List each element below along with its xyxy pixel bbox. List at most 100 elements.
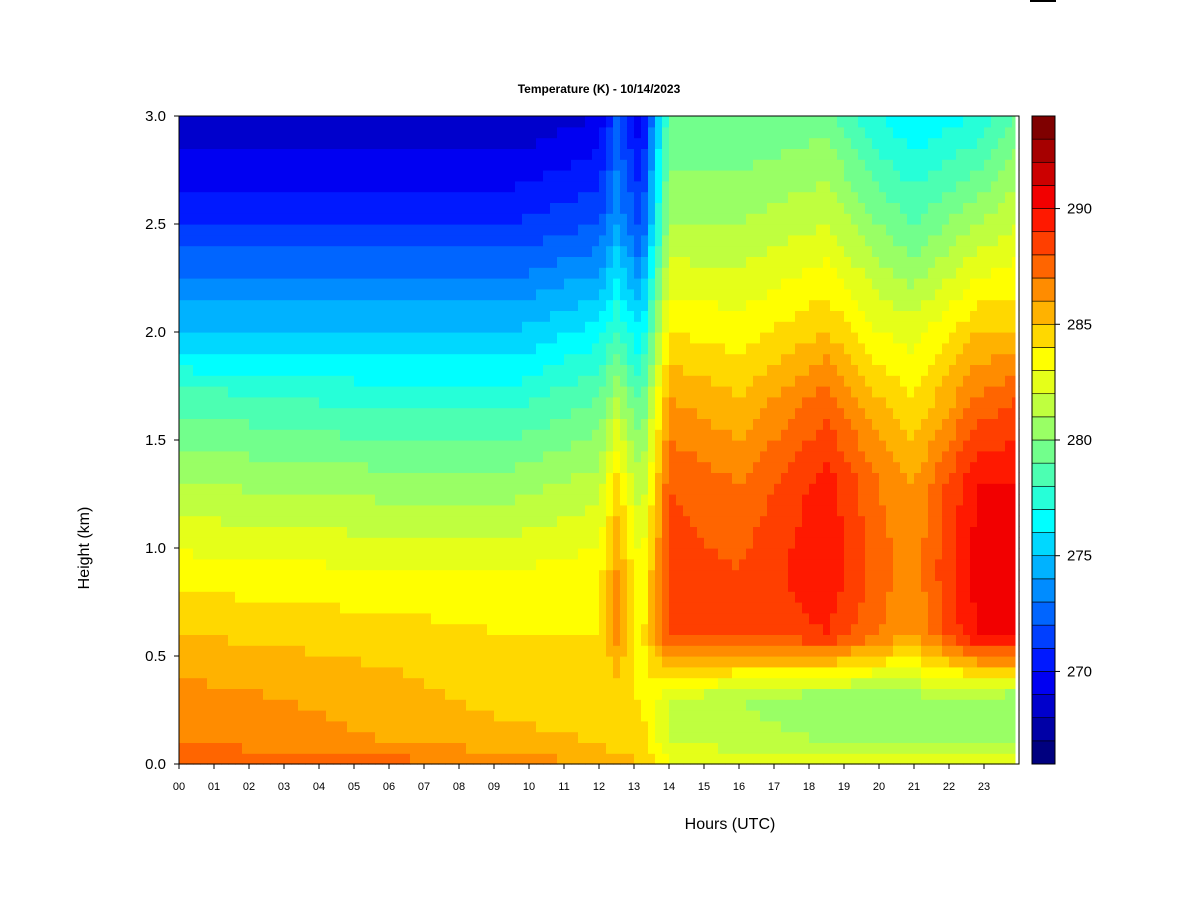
heatmap-cell bbox=[571, 418, 579, 430]
heatmap-cell bbox=[179, 580, 187, 592]
heatmap-cell bbox=[711, 224, 719, 236]
heatmap-cell bbox=[655, 332, 663, 344]
heatmap-cell bbox=[550, 666, 558, 679]
heatmap-cell bbox=[214, 191, 222, 203]
heatmap-cell bbox=[508, 483, 516, 495]
heatmap-cell bbox=[739, 440, 747, 452]
heatmap-cell bbox=[494, 580, 502, 592]
heatmap-cell bbox=[641, 504, 649, 517]
heatmap-cell bbox=[620, 180, 628, 193]
heatmap-cell bbox=[424, 720, 432, 733]
heatmap-cell bbox=[235, 342, 243, 355]
heatmap-cell bbox=[739, 710, 747, 722]
heatmap-cell bbox=[578, 515, 586, 527]
heatmap-cell bbox=[529, 342, 537, 355]
heatmap-cell bbox=[466, 278, 474, 290]
heatmap-cell bbox=[263, 375, 271, 387]
heatmap-cell bbox=[753, 461, 761, 473]
heatmap-cell bbox=[445, 342, 453, 355]
heatmap-cell bbox=[298, 472, 306, 484]
heatmap-cell bbox=[522, 537, 530, 549]
heatmap-cell bbox=[704, 191, 712, 203]
heatmap-cell bbox=[669, 278, 677, 290]
heatmap-cell bbox=[557, 332, 565, 344]
heatmap-cell bbox=[277, 753, 285, 765]
heatmap-cell bbox=[417, 299, 425, 311]
heatmap-cell bbox=[361, 526, 369, 538]
heatmap-cell bbox=[536, 602, 544, 614]
heatmap-cell bbox=[501, 731, 509, 743]
heatmap-cell bbox=[340, 202, 348, 214]
heatmap-cell bbox=[179, 386, 187, 398]
heatmap-cell bbox=[347, 224, 355, 236]
heatmap-cell bbox=[312, 170, 320, 182]
heatmap-cell bbox=[732, 245, 740, 257]
heatmap-cell bbox=[242, 450, 250, 463]
heatmap-cell bbox=[641, 126, 649, 139]
heatmap-cell bbox=[529, 213, 537, 225]
heatmap-cell bbox=[662, 213, 670, 225]
heatmap-cell bbox=[298, 170, 306, 182]
heatmap-cell bbox=[648, 753, 656, 765]
heatmap-cell bbox=[291, 170, 299, 182]
heatmap-cell bbox=[207, 418, 215, 430]
heatmap-cell bbox=[354, 256, 362, 268]
heatmap-cell bbox=[585, 548, 593, 560]
heatmap-cell bbox=[179, 548, 187, 560]
heatmap-cell bbox=[690, 440, 698, 452]
heatmap-cell bbox=[445, 224, 453, 236]
heatmap-cell bbox=[291, 720, 299, 733]
heatmap-cell bbox=[207, 612, 215, 625]
heatmap-cell bbox=[249, 278, 257, 290]
heatmap-cell bbox=[354, 537, 362, 549]
heatmap-cell bbox=[739, 256, 747, 268]
heatmap-cell bbox=[683, 483, 691, 495]
heatmap-cell bbox=[389, 742, 397, 754]
heatmap-cell bbox=[613, 245, 621, 257]
heatmap-cell bbox=[284, 180, 292, 193]
heatmap-cell bbox=[396, 224, 404, 236]
heatmap-cell bbox=[207, 267, 215, 279]
heatmap-cell bbox=[193, 234, 201, 247]
heatmap-cell bbox=[326, 353, 334, 365]
heatmap-cell bbox=[249, 580, 257, 592]
heatmap-cell bbox=[676, 224, 684, 236]
heatmap-cell bbox=[529, 666, 537, 679]
heatmap-cell bbox=[683, 213, 691, 225]
heatmap-cell bbox=[550, 558, 558, 571]
heatmap-cell bbox=[704, 342, 712, 355]
heatmap-cell bbox=[683, 396, 691, 409]
heatmap-cell bbox=[529, 699, 537, 711]
heatmap-cell bbox=[354, 148, 362, 160]
heatmap-cell bbox=[242, 353, 250, 365]
heatmap-cell bbox=[606, 494, 614, 506]
heatmap-cell bbox=[221, 699, 229, 711]
heatmap-cell bbox=[382, 558, 390, 571]
heatmap-cell bbox=[214, 569, 222, 581]
heatmap-cell bbox=[613, 472, 621, 484]
heatmap-cell bbox=[452, 731, 460, 743]
heatmap-cell bbox=[375, 278, 383, 290]
heatmap-cell bbox=[522, 256, 530, 268]
heatmap-cell bbox=[340, 656, 348, 668]
heatmap-cell bbox=[725, 720, 733, 733]
heatmap-cell bbox=[487, 170, 495, 182]
heatmap-cell bbox=[361, 450, 369, 463]
heatmap-cell bbox=[732, 191, 740, 203]
heatmap-cell bbox=[669, 353, 677, 365]
heatmap-cell bbox=[697, 494, 705, 506]
heatmap-cell bbox=[627, 634, 635, 646]
heatmap-cell bbox=[662, 429, 670, 441]
heatmap-cell bbox=[760, 634, 768, 646]
heatmap-cell bbox=[221, 386, 229, 398]
heatmap-cell bbox=[452, 429, 460, 441]
heatmap-cell bbox=[354, 494, 362, 506]
heatmap-cell bbox=[256, 742, 264, 754]
heatmap-cell bbox=[438, 191, 446, 203]
heatmap-cell bbox=[599, 731, 607, 743]
heatmap-cell bbox=[536, 548, 544, 560]
heatmap-cell bbox=[501, 191, 509, 203]
heatmap-cell bbox=[711, 256, 719, 268]
heatmap-cell bbox=[242, 656, 250, 668]
heatmap-cell bbox=[459, 666, 467, 679]
